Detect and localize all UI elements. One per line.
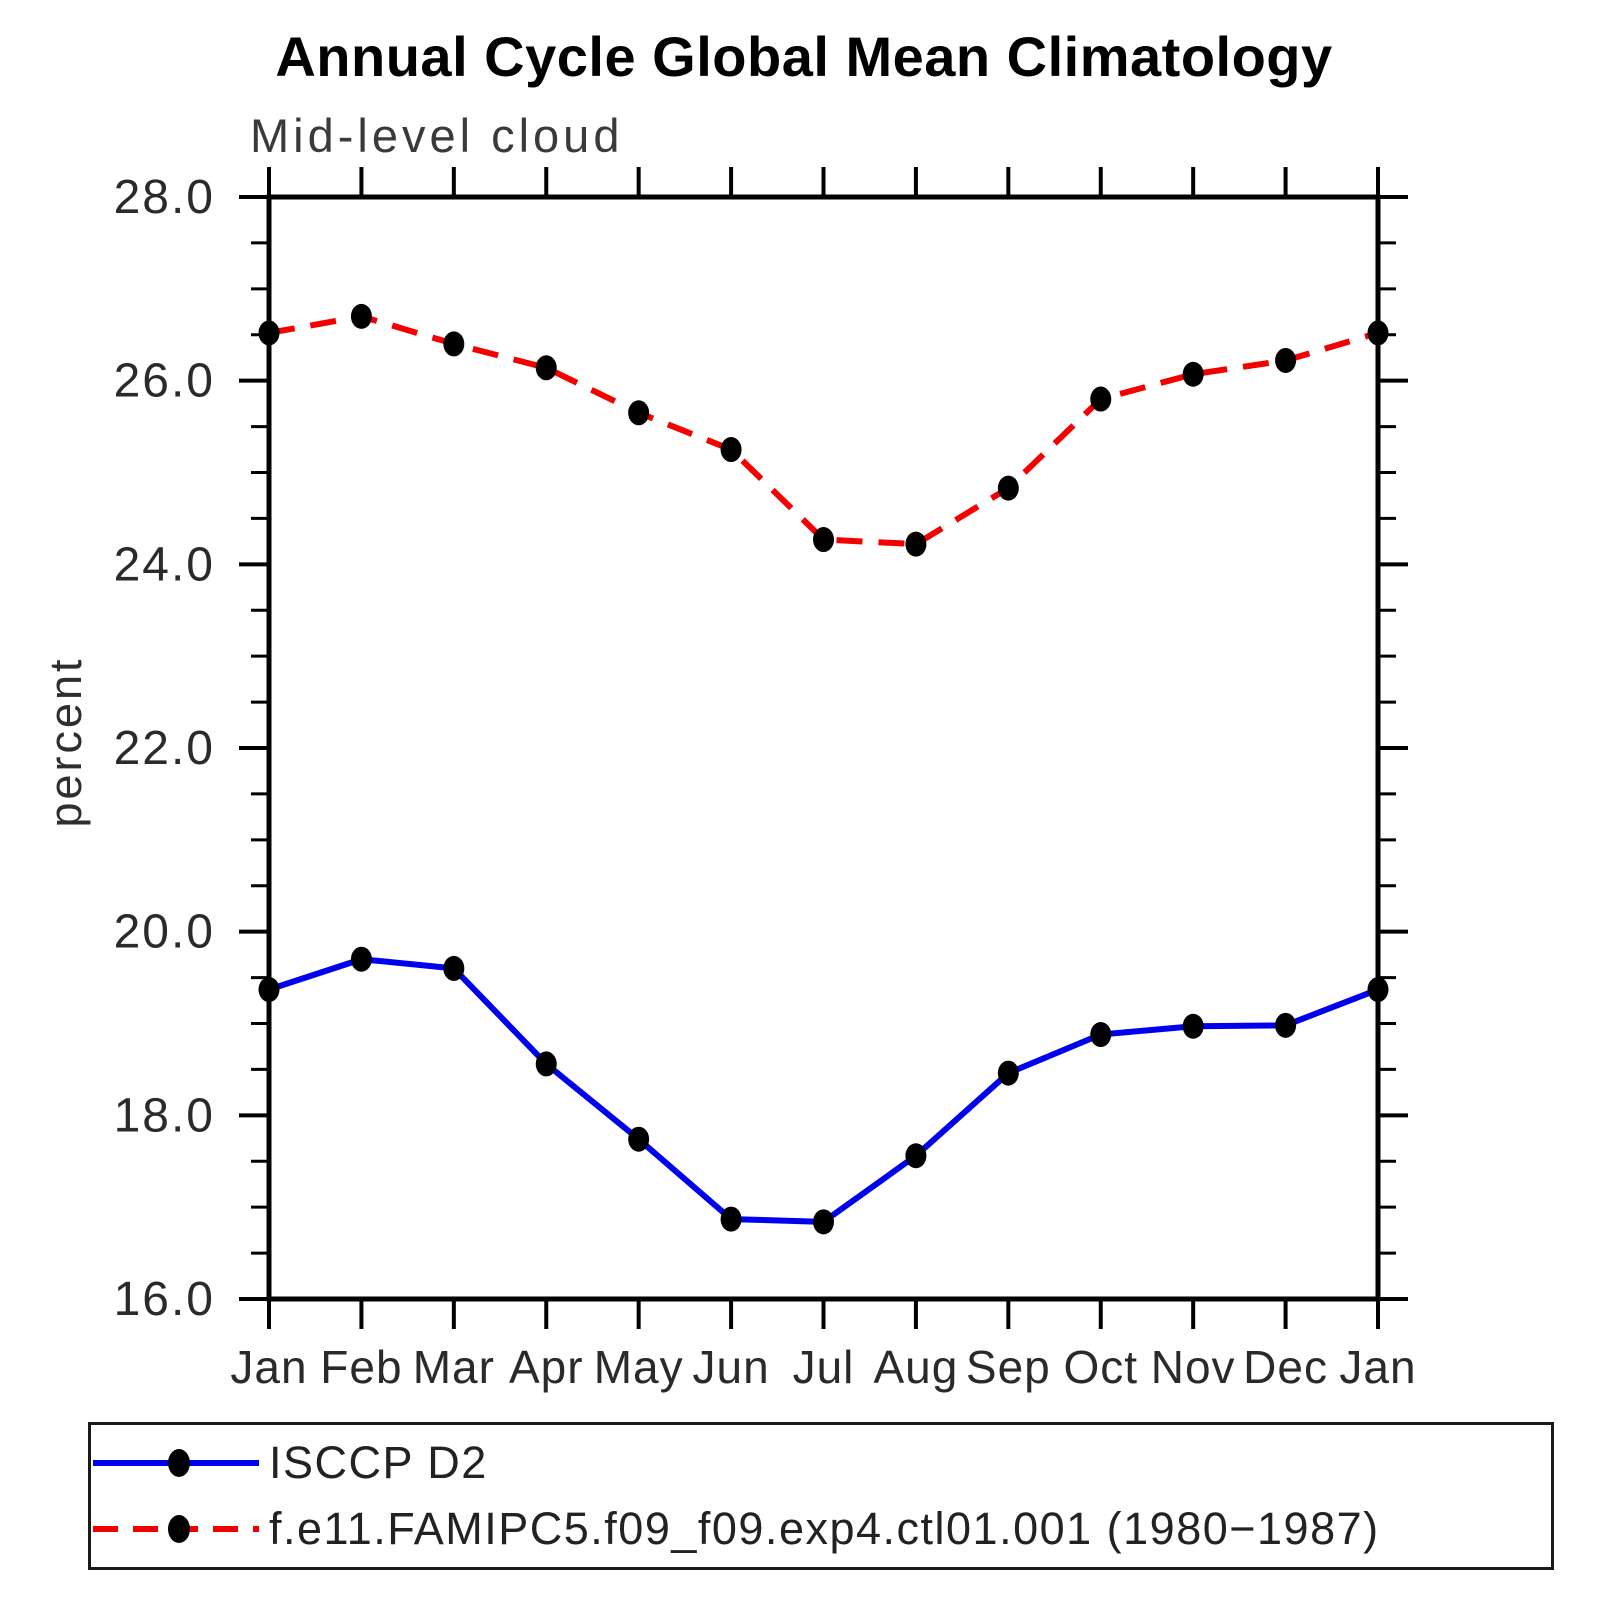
legend-label-isccp-d2: ISCCP D2: [269, 1436, 488, 1488]
data-point-0-12: [1367, 977, 1389, 1003]
y-tick-label: 26.0: [114, 355, 215, 408]
x-tick-label: Oct: [1063, 1341, 1138, 1393]
data-point-0-3: [535, 1051, 557, 1077]
data-point-0-7: [905, 1143, 927, 1169]
legend-item-isccp-d2: ISCCP D2: [91, 1434, 1551, 1492]
series-line-1: [268, 313, 1379, 548]
data-point-1-6: [813, 527, 834, 553]
x-tick-label: Dec: [1243, 1341, 1328, 1393]
data-point-1-4: [628, 400, 650, 426]
data-point-0-4: [628, 1126, 650, 1152]
data-point-1-5: [720, 437, 742, 463]
data-point-0-10: [1182, 1013, 1204, 1039]
x-tick-label: Apr: [509, 1341, 584, 1393]
data-point-1-3: [535, 355, 557, 381]
data-point-1-0: [258, 320, 280, 346]
data-point-0-0: [258, 977, 280, 1003]
y-tick-label: 24.0: [114, 538, 215, 591]
x-tick-label: Jan: [1339, 1341, 1416, 1393]
data-point-1-2: [443, 331, 465, 357]
data-point-0-1: [350, 946, 372, 972]
data-point-1-12: [1367, 320, 1389, 346]
data-point-0-5: [720, 1206, 742, 1232]
legend-marker-dot-icon: [168, 1515, 190, 1544]
x-tick-label: Jun: [692, 1341, 769, 1393]
y-tick-label: 22.0: [114, 722, 215, 775]
data-point-0-6: [813, 1209, 834, 1235]
data-point-0-8: [997, 1060, 1019, 1086]
data-point-1-10: [1182, 361, 1204, 387]
y-tick-label: 28.0: [114, 171, 215, 224]
x-tick-label: Feb: [320, 1341, 402, 1393]
legend-solid-line-icon: [93, 1448, 259, 1477]
plot-frame: [266, 194, 1381, 1302]
y-tick-label: 20.0: [114, 906, 215, 959]
x-tick-label: Nov: [1151, 1341, 1236, 1393]
y-tick-label: 18.0: [114, 1089, 215, 1142]
legend-dashed-line-icon: [93, 1515, 259, 1544]
x-tick-label: Aug: [873, 1341, 958, 1393]
legend-marker-dot-icon: [168, 1448, 190, 1477]
legend-item-model-run: f.e11.FAMIPC5.f09_f09.exp4.ctl01.001 (19…: [91, 1500, 1551, 1558]
chart-title: Annual Cycle Global Mean Climatology: [275, 25, 1333, 88]
data-point-0-9: [1090, 1022, 1112, 1048]
y-tick-label: 16.0: [114, 1273, 215, 1326]
data-point-1-9: [1090, 386, 1112, 412]
chart-subtitle: Mid-level cloud: [250, 109, 624, 162]
legend-box: ISCCP D2 f.e11.FAMIPC5.f09_f09.exp4.ctl0…: [88, 1422, 1554, 1570]
x-tick-label: Mar: [413, 1341, 495, 1393]
series-line-0: [268, 956, 1380, 1225]
data-point-0-2: [443, 955, 465, 981]
x-tick-label: Sep: [966, 1341, 1051, 1393]
data-point-1-7: [905, 531, 927, 557]
x-tick-label: May: [594, 1341, 684, 1393]
data-point-1-1: [350, 303, 372, 329]
x-tick-label: Jul: [793, 1341, 855, 1393]
data-point-1-8: [997, 475, 1019, 501]
data-point-1-11: [1275, 347, 1297, 373]
data-point-0-11: [1275, 1012, 1297, 1038]
legend-label-model-run: f.e11.FAMIPC5.f09_f09.exp4.ctl01.001 (19…: [269, 1503, 1380, 1555]
x-tick-label: Jan: [230, 1341, 307, 1393]
